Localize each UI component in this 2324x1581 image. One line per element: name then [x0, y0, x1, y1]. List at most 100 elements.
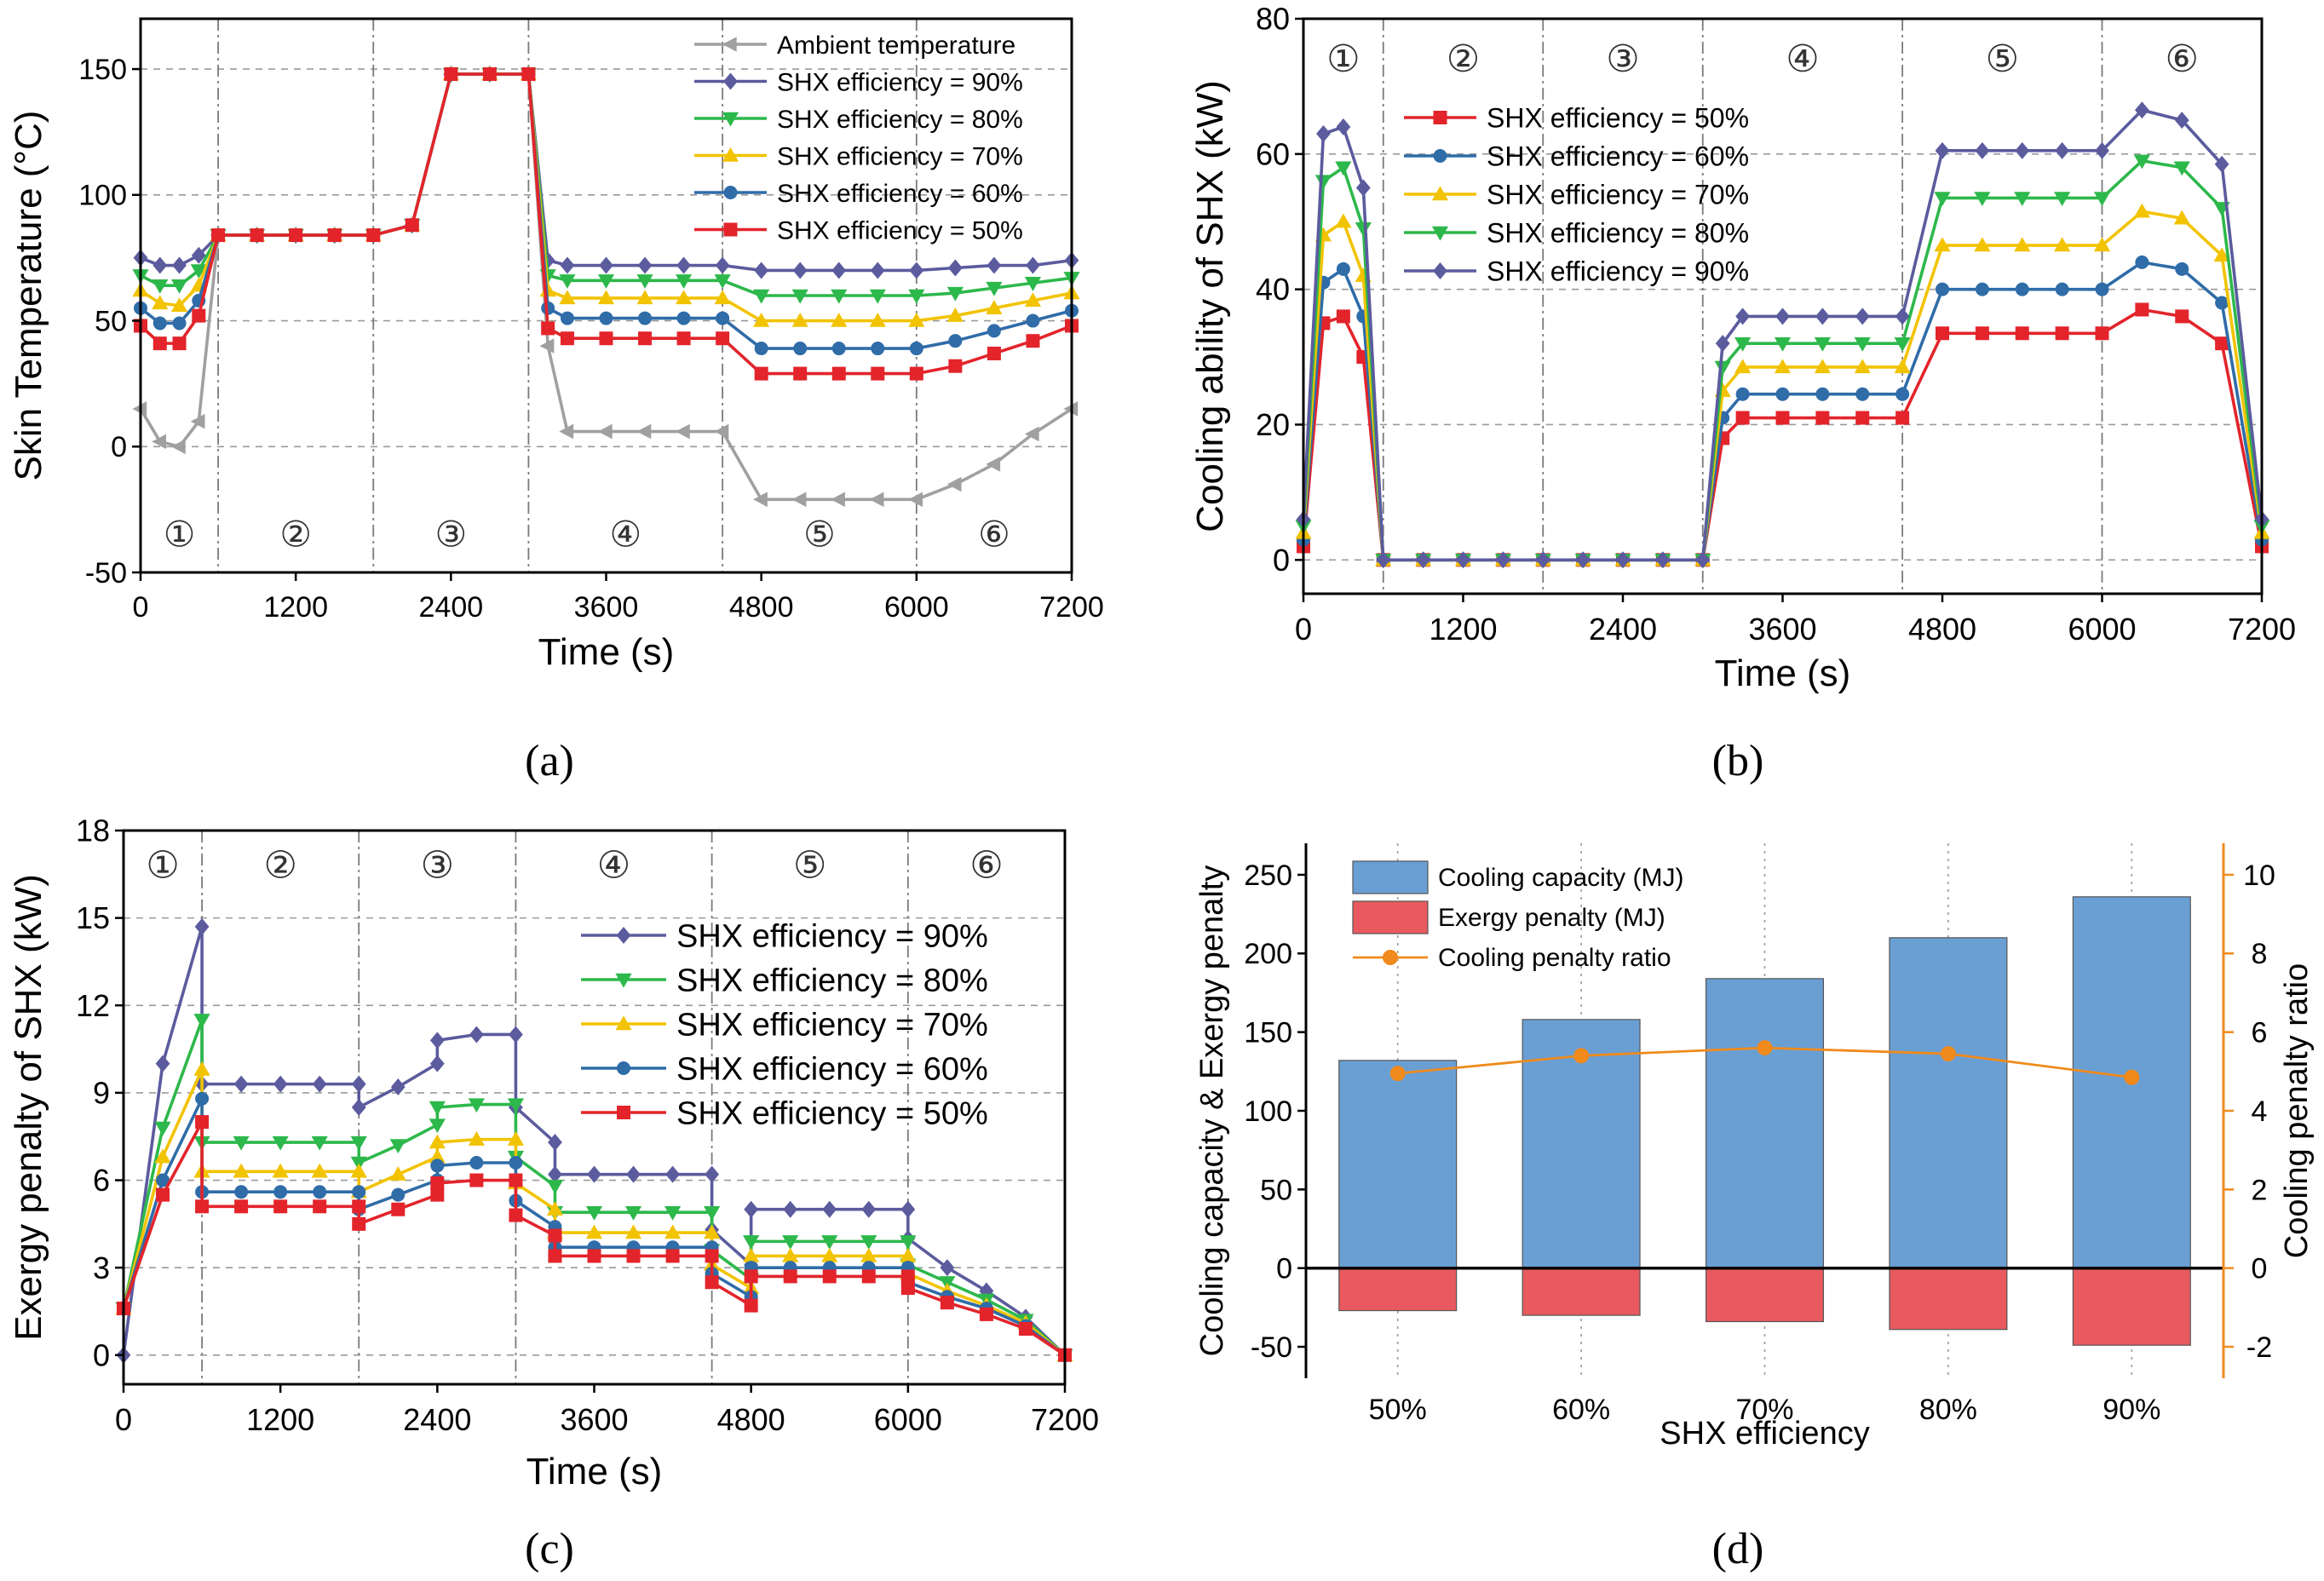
data-point — [2173, 161, 2190, 176]
data-point — [312, 1075, 327, 1093]
x-axis-label: SHX efficiency — [1660, 1416, 1869, 1452]
data-point — [234, 1185, 249, 1199]
data-point — [821, 1235, 838, 1250]
phase-label: ④ — [609, 514, 641, 554]
data-point — [1855, 308, 1870, 325]
legend-label: SHX efficiency = 70% — [1487, 180, 1749, 210]
data-point — [831, 312, 848, 327]
data-point — [2055, 141, 2070, 159]
data-point — [313, 1199, 327, 1214]
data-point — [587, 1249, 601, 1263]
data-point — [822, 1269, 837, 1284]
data-point — [194, 917, 210, 935]
series-line — [1302, 210, 2264, 562]
y-tick-label: 20 — [1256, 407, 1290, 442]
data-point — [743, 1235, 760, 1250]
data-point — [626, 1249, 641, 1263]
data-point — [1975, 141, 1990, 159]
data-point — [154, 1121, 171, 1136]
legend-label: SHX efficiency = 80% — [777, 106, 1023, 134]
legend-marker — [723, 222, 738, 237]
data-point — [987, 346, 1001, 360]
panel-label-d: (d) — [1712, 1525, 1764, 1573]
data-point — [507, 1131, 525, 1146]
data-point — [211, 228, 226, 243]
data-point — [1535, 551, 1550, 569]
data-point — [861, 1269, 876, 1284]
panel-label-a: (a) — [525, 737, 574, 785]
y-tick-label: 50 — [1260, 1174, 1292, 1206]
data-point — [744, 1200, 759, 1218]
data-point — [1895, 308, 1910, 325]
x-tick-label: 3600 — [574, 591, 639, 624]
data-point — [429, 1055, 445, 1072]
data-point — [195, 1199, 210, 1214]
data-point — [389, 1166, 406, 1181]
legend-marker — [1431, 186, 1449, 201]
legend-label: Exergy penalty (MJ) — [1438, 904, 1665, 932]
data-point — [705, 1249, 719, 1263]
data-point — [1575, 551, 1591, 569]
bar — [1338, 1060, 1458, 1269]
x-tick-label: 4800 — [717, 1402, 785, 1437]
x-tick-label: 7200 — [1039, 591, 1104, 624]
data-point — [792, 262, 808, 279]
data-point — [665, 1165, 680, 1183]
data-point — [234, 1199, 249, 1214]
data-point — [430, 1187, 445, 1202]
data-point — [2014, 237, 2031, 252]
data-point — [154, 1148, 171, 1164]
y-tick-label: 50 — [95, 305, 127, 337]
data-point — [783, 1269, 797, 1284]
x-tick-label: 3600 — [560, 1402, 628, 1437]
data-point — [351, 1075, 366, 1093]
panel-c-chart: ① ② ③ ④ ⑤ ⑥ 0 1200 2400 3600 4800 6000 7200 0 3 6 9 12 15 1… — [8, 813, 1099, 1492]
data-point — [2055, 326, 2069, 341]
data-point — [791, 492, 807, 508]
data-point — [1355, 179, 1371, 197]
data-point — [665, 1249, 680, 1263]
data-point — [190, 264, 207, 279]
phase-label: ⑥ — [969, 844, 1003, 886]
x-axis-label: Time (s) — [526, 1451, 663, 1492]
data-point — [509, 1173, 523, 1187]
data-point — [1714, 360, 1731, 376]
data-point — [714, 274, 731, 289]
data-point — [1376, 551, 1391, 569]
data-point — [946, 308, 964, 322]
data-point — [507, 1098, 525, 1113]
legend-label: SHX efficiency = 80% — [1487, 218, 1749, 249]
x-tick-label: 6000 — [2068, 612, 2136, 647]
data-point — [2054, 192, 2071, 207]
series-line — [1302, 108, 2264, 562]
legend-label: SHX efficiency = 60% — [777, 180, 1023, 208]
data-point — [705, 1275, 719, 1290]
data-point — [1734, 336, 1752, 352]
panel-a-chart: ① ② ③ ④ ⑤ ⑥0 1200 2400 3600 4800 6000 7200-50050100… — [8, 17, 1104, 673]
data-point — [1573, 1048, 1590, 1064]
data-point — [900, 1200, 916, 1218]
data-point — [430, 1176, 445, 1190]
bar — [1889, 937, 2008, 1269]
data-point — [947, 259, 963, 277]
data-point — [900, 1281, 915, 1296]
legend-marker — [722, 37, 737, 52]
data-point — [560, 331, 574, 346]
data-point — [195, 1091, 210, 1106]
data-point — [2093, 237, 2111, 252]
data-point — [273, 1199, 288, 1214]
data-point — [2015, 141, 2030, 159]
data-point — [2175, 262, 2189, 276]
data-point — [2133, 154, 2150, 170]
y-tick-label: 100 — [78, 180, 127, 212]
data-point — [2133, 203, 2150, 218]
data-point — [548, 1228, 562, 1243]
data-point — [861, 1200, 877, 1218]
data-point — [860, 1247, 877, 1262]
legend-label: SHX efficiency = 80% — [676, 963, 988, 999]
legend-label: SHX efficiency = 50% — [777, 216, 1023, 244]
data-point — [1355, 221, 1372, 237]
data-point — [986, 457, 1001, 472]
data-point — [1615, 551, 1631, 569]
